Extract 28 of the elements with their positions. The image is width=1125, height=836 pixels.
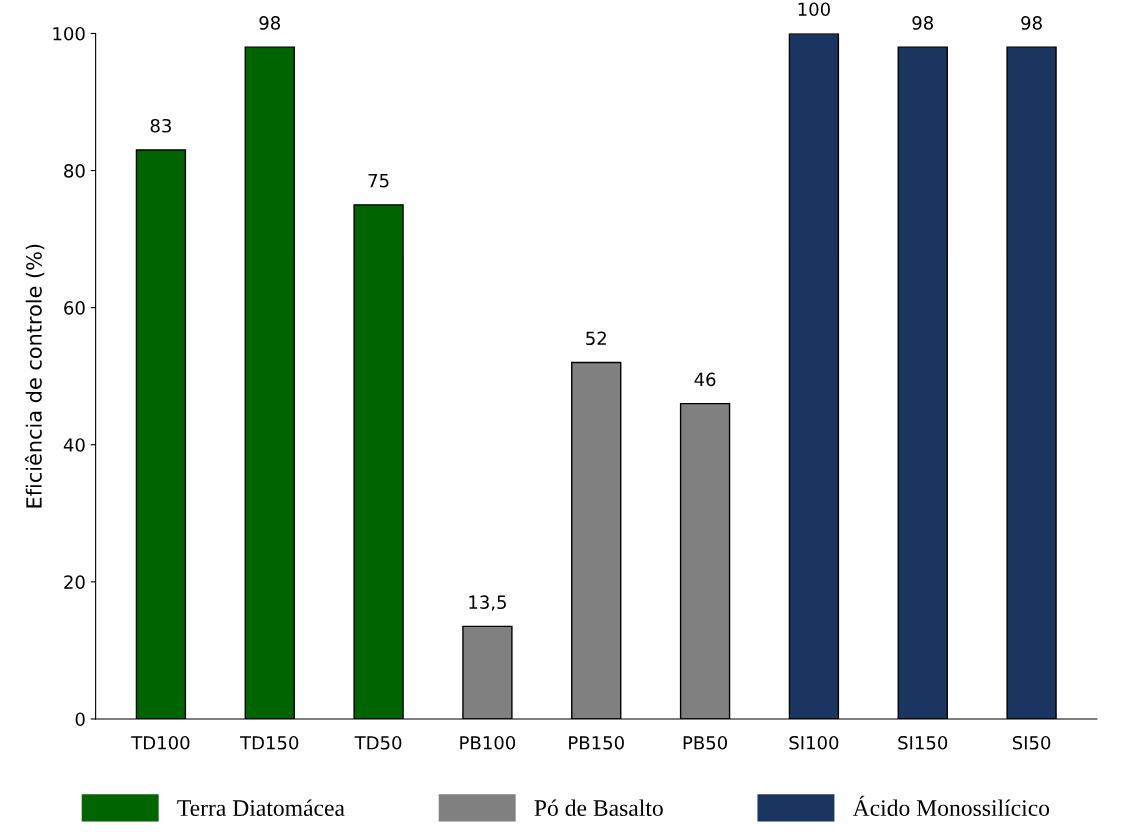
x-tick-label: PB150	[569, 735, 624, 750]
x-tick-label: TD100	[131, 735, 190, 750]
y-tick-label: 20	[64, 575, 85, 589]
x-tick-label: TD50	[354, 735, 402, 750]
data-label: 75	[368, 174, 389, 188]
y-tick-label: 0	[75, 712, 85, 727]
x-tick-label: TD150	[240, 735, 299, 750]
data-label: 46	[694, 372, 716, 387]
y-tick-label: 100	[53, 26, 85, 41]
data-label: 98	[259, 16, 281, 30]
y-axis-title: Eficiência de controle (%)	[24, 244, 45, 508]
legend-label: Pó de Basalto	[534, 799, 663, 817]
data-label: 83	[150, 118, 171, 133]
data-label: 52	[586, 331, 606, 346]
legend-label: Terra Diatomácea	[177, 799, 345, 817]
data-label: 98	[912, 16, 933, 30]
data-label: 100	[798, 2, 830, 17]
x-tick-label: SI150	[898, 735, 948, 750]
legend-label: Ácido Monossilícico	[852, 795, 1050, 817]
x-tick-label: SI100	[789, 735, 839, 750]
data-label: 13,5	[469, 595, 506, 611]
y-tick-label: 80	[64, 164, 85, 178]
data-label: 98	[1021, 16, 1042, 30]
x-tick-label: SI50	[1012, 735, 1051, 750]
x-tick-label: PB100	[460, 735, 516, 750]
y-tick-label: 60	[64, 301, 85, 315]
x-tick-label: PB50	[683, 735, 728, 750]
y-tick-label: 40	[63, 438, 85, 452]
